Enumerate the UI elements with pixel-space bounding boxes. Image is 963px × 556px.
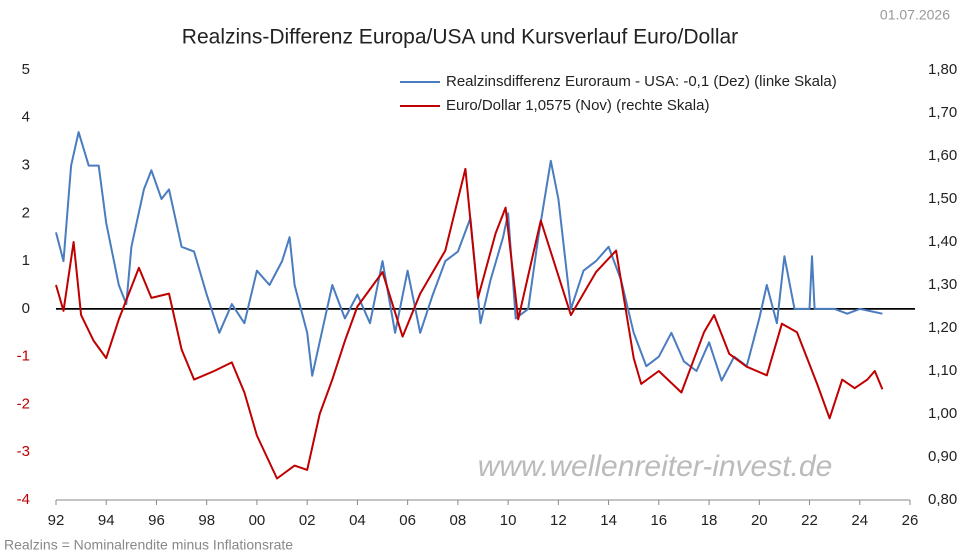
y2-tick-label: 1,50 (928, 190, 957, 207)
y2-tick-label: 1,10 (928, 362, 957, 379)
y-tick-label: 3 (22, 157, 30, 174)
y2-tick-label: 1,70 (928, 104, 957, 121)
x-tick-label: 24 (851, 512, 868, 529)
y-tick-label: 5 (22, 61, 30, 78)
y-tick-label: -1 (17, 348, 30, 365)
y2-tick-label: 1,60 (928, 147, 957, 164)
x-tick-label: 26 (902, 512, 919, 529)
x-tick-label: 98 (198, 512, 215, 529)
chart-title: Realzins-Differenz Europa/USA und Kursve… (182, 26, 738, 49)
x-tick-label: 00 (249, 512, 266, 529)
y2-tick-label: 1,30 (928, 276, 957, 293)
x-tick-label: 06 (399, 512, 416, 529)
x-tick-label: 20 (751, 512, 768, 529)
y-tick-label: 2 (22, 204, 30, 221)
y-tick-label: -4 (17, 491, 30, 508)
x-tick-label: 18 (701, 512, 718, 529)
y2-tick-label: 0,90 (928, 448, 957, 465)
x-tick-label: 16 (650, 512, 667, 529)
y2-tick-label: 1,80 (928, 61, 957, 78)
y2-tick-label: 1,20 (928, 319, 957, 336)
y-tick-label: -2 (17, 395, 30, 412)
x-tick-label: 94 (98, 512, 115, 529)
y-tick-label: 0 (22, 300, 30, 317)
x-tick-label: 14 (600, 512, 617, 529)
x-tick-label: 22 (801, 512, 818, 529)
y2-tick-label: 1,00 (928, 405, 957, 422)
footnote: Realzins = Nominalrendite minus Inflatio… (4, 537, 293, 553)
x-tick-label: 02 (299, 512, 316, 529)
x-tick-label: 96 (148, 512, 165, 529)
y-tick-label: 1 (22, 252, 30, 269)
series-line (55, 167, 884, 480)
y-tick-label: -3 (17, 443, 30, 460)
watermark: www.wellenreiter-invest.de (478, 450, 833, 483)
legend-label: Euro/Dollar 1,0575 (Nov) (rechte Skala) (446, 97, 709, 114)
x-tick-label: 08 (450, 512, 467, 529)
y2-tick-label: 1,40 (928, 233, 957, 250)
x-tick-label: 04 (349, 512, 366, 529)
x-tick-label: 12 (550, 512, 567, 529)
y-tick-label: 4 (22, 109, 30, 126)
y2-tick-label: 0,80 (928, 491, 957, 508)
legend-label: Realzinsdifferenz Euroraum - USA: -0,1 (… (446, 73, 837, 90)
x-tick-label: 10 (500, 512, 517, 529)
x-tick-label: 92 (48, 512, 65, 529)
date: 01.07.2026 (880, 7, 950, 23)
